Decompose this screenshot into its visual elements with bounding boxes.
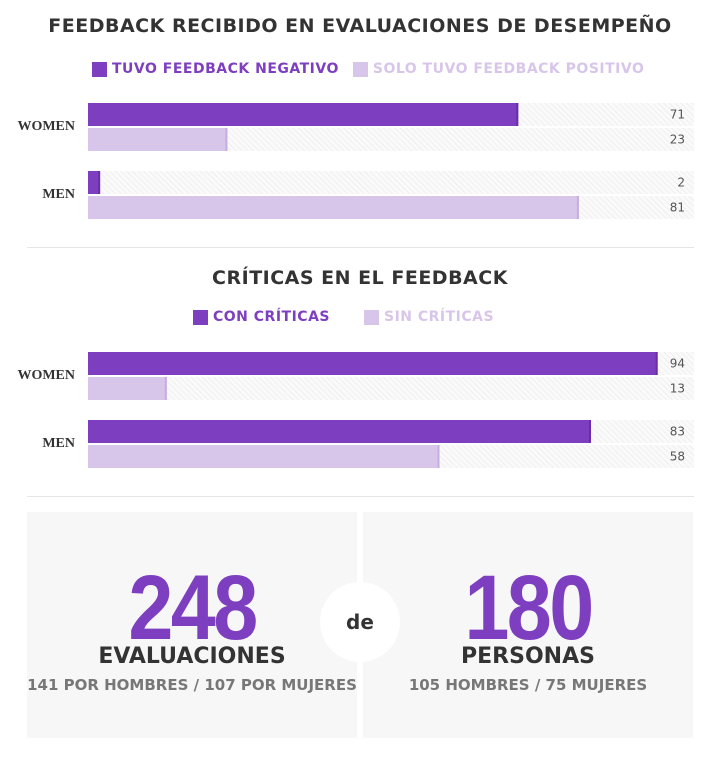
value-label-women-series-1: 13: [670, 382, 685, 396]
bar-men-series-1: [88, 196, 579, 219]
section-divider-1: [27, 247, 694, 248]
bar-men-series-1: [88, 445, 440, 468]
category-label-men: MEN: [42, 187, 75, 202]
bar-women-series-1: [88, 377, 167, 400]
bar-edge: [98, 171, 101, 194]
legend-item-without-criticism: SIN CRÍTICAS: [363, 309, 495, 325]
bar-edge: [225, 128, 228, 151]
legend-label-positive: SOLO TUVO FEEDBACK POSITIVO: [372, 61, 645, 77]
bar-women-series-0: [88, 352, 658, 375]
legend-item-positive: SOLO TUVO FEEDBACK POSITIVO: [352, 61, 645, 77]
chart-2-plot: WOMEN 94 13 MEN 83 58: [17, 352, 694, 468]
value-label-men-series-0: 2: [677, 176, 685, 190]
people-number: 180: [464, 557, 594, 659]
bar-men-series-0: [88, 420, 591, 443]
legend-swatch-without-criticism: [363, 309, 379, 325]
value-label-men-series-0: 83: [670, 425, 685, 439]
evaluations-breakdown: 141 POR HOMBRES / 107 POR MUJERES: [27, 676, 357, 694]
evaluations-label: EVALUACIONES: [98, 644, 286, 669]
chart-1-plot: WOMEN 71 23 MEN 2 81: [17, 103, 694, 219]
category-label-men: MEN: [42, 436, 75, 451]
people-label: PERSONAS: [461, 644, 595, 669]
value-label-women-series-0: 71: [670, 108, 685, 122]
legend-label-with-criticism: CON CRÍTICAS: [213, 309, 330, 325]
section-divider-2: [27, 496, 694, 497]
value-label-women-series-1: 23: [670, 133, 685, 147]
value-label-men-series-1: 58: [670, 450, 685, 464]
legend-item-with-criticism: CON CRÍTICAS: [193, 309, 330, 325]
people-breakdown: 105 HOMBRES / 75 MUJERES: [408, 676, 648, 694]
bar-edge: [516, 103, 519, 126]
legend-swatch-with-criticism: [193, 309, 208, 325]
chart-2-title: CRÍTICAS EN EL FEEDBACK: [212, 267, 508, 289]
bar-edge: [164, 377, 167, 400]
bar-background: [88, 377, 694, 400]
bar-men-series-0: [88, 171, 101, 194]
bar-edge: [655, 352, 658, 375]
value-label-men-series-1: 81: [670, 201, 685, 215]
connector-de: de: [320, 582, 400, 662]
bar-background: [88, 128, 694, 151]
value-label-women-series-0: 94: [670, 357, 685, 371]
chart-2-legend: CON CRÍTICAS SIN CRÍTICAS: [193, 309, 508, 325]
legend-label-negative: TUVO FEEDBACK NEGATIVO: [112, 61, 339, 77]
bar-edge: [588, 420, 591, 443]
bar-edge: [437, 445, 440, 468]
people-panel: 180 PERSONAS 105 HOMBRES / 75 MUJERES: [363, 512, 693, 738]
bar-women-series-1: [88, 128, 228, 151]
legend-label-without-criticism: SIN CRÍTICAS: [383, 309, 495, 325]
legend-swatch-positive: [352, 61, 368, 77]
category-label-women: WOMEN: [17, 368, 75, 383]
chart-1-legend: TUVO FEEDBACK NEGATIVO SOLO TUVO FEEDBAC…: [92, 61, 658, 77]
bar-women-series-0: [88, 103, 519, 126]
chart-1-title: FEEDBACK RECIBIDO EN EVALUACIONES DE DES…: [48, 15, 672, 37]
legend-item-negative: TUVO FEEDBACK NEGATIVO: [92, 61, 339, 77]
bar-background: [88, 171, 694, 194]
evaluations-panel: 248 EVALUACIONES 141 POR HOMBRES / 107 P…: [27, 512, 357, 738]
legend-swatch-negative: [92, 61, 107, 77]
category-label-women: WOMEN: [17, 119, 75, 134]
evaluations-number: 248: [128, 557, 258, 659]
bar-edge: [576, 196, 579, 219]
